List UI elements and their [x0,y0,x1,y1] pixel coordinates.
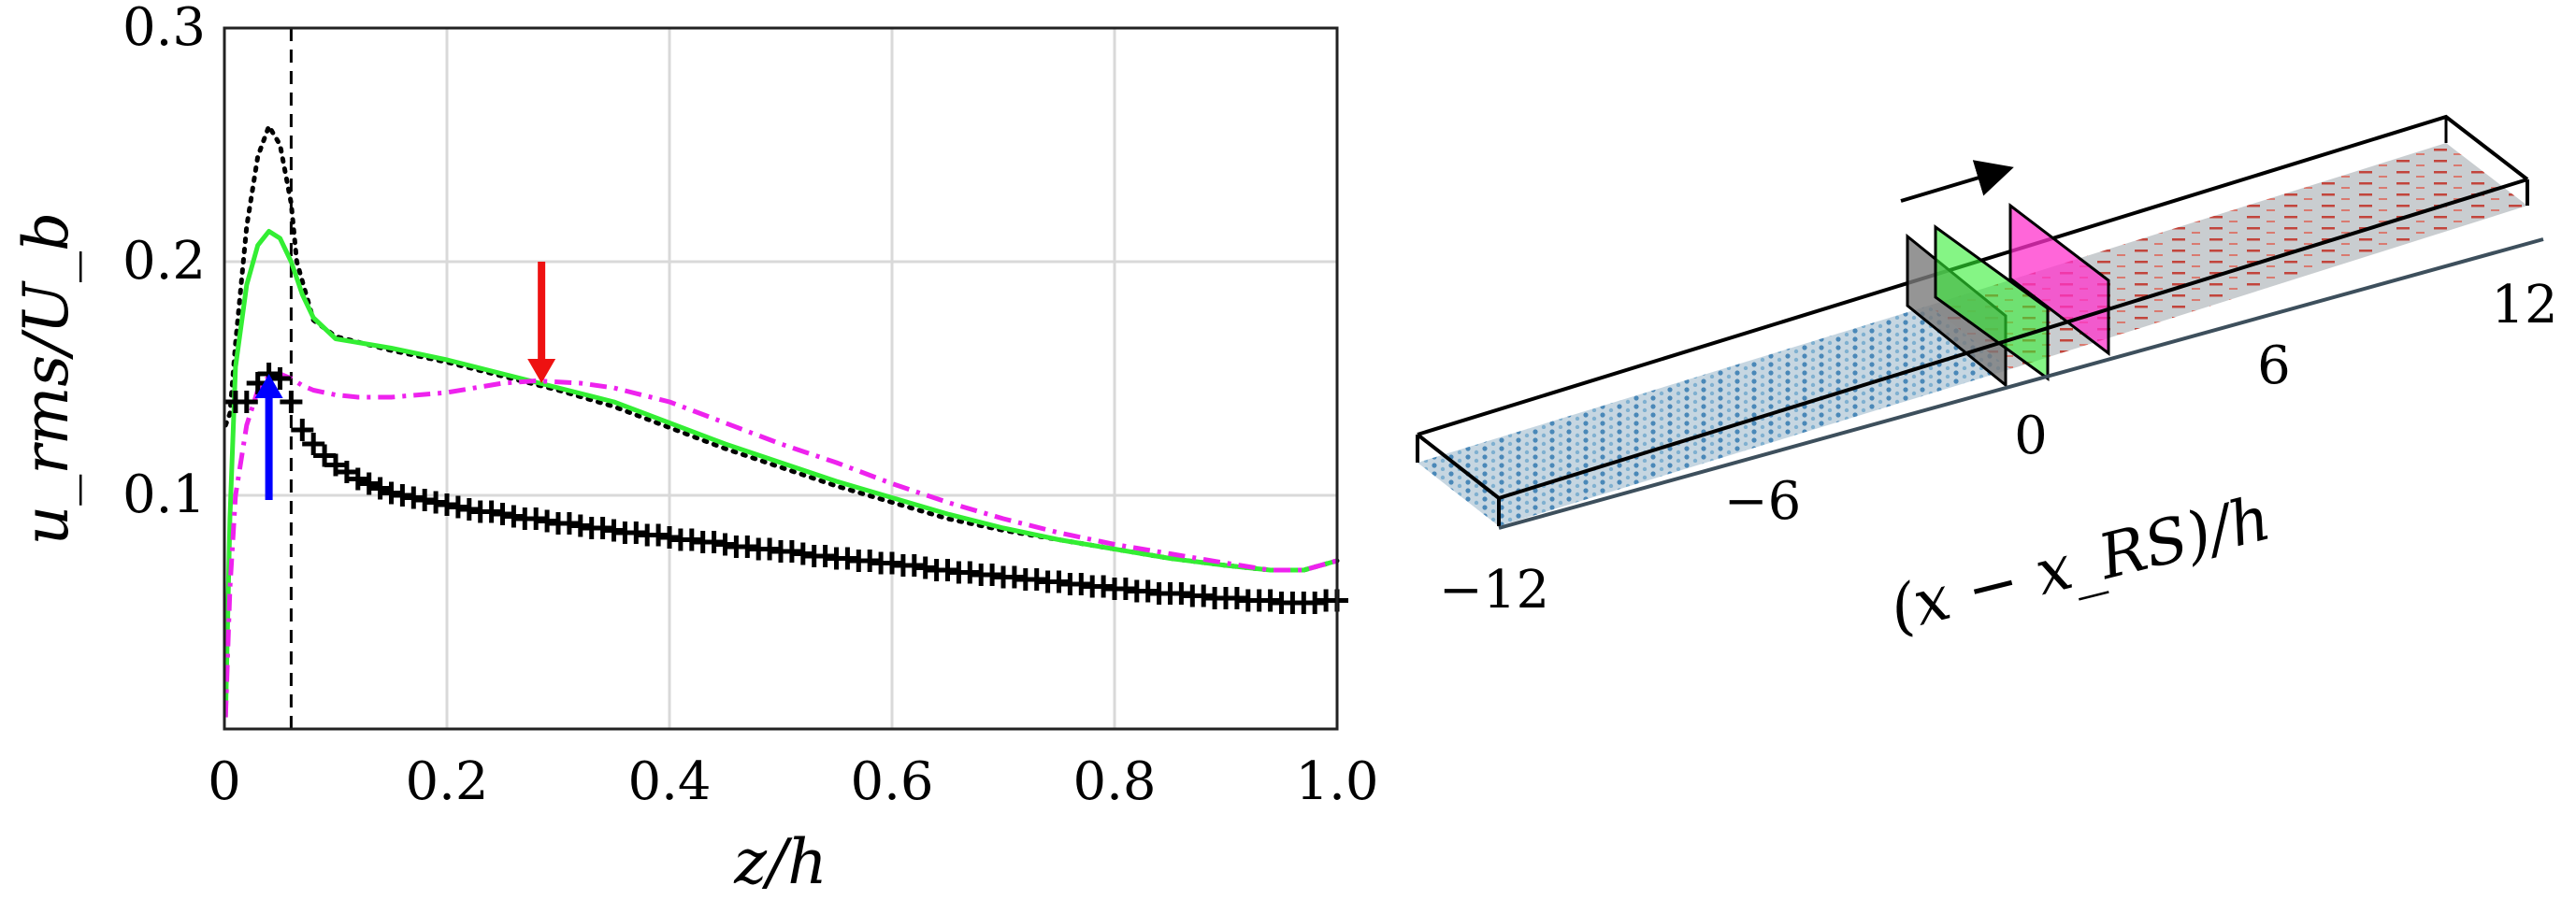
series-layer [223,123,1348,718]
y-tick-label: 0.1 [122,464,206,525]
diagram-tick-neg12: −12 [1439,560,1549,621]
y-axis-label: u_rms/U_b [10,212,82,546]
series-line-3 [223,371,1338,718]
plus-marker [346,467,369,491]
y-tick-label: 0.3 [122,0,206,58]
channel-schematic: −12 −6 0 6 12 (x − x_RS)/h [1416,114,2558,646]
diagram-tick-0: 0 [2014,406,2048,466]
diagram-x-axis [1498,237,2544,530]
plus-marker [235,391,258,413]
diagram-tick-6: 6 [2257,336,2291,396]
plus-marker [268,367,292,390]
plus-marker [302,433,325,455]
diagram-axis-label: (x − x_RS)/h [1882,482,2277,646]
x-tick-label: 0.2 [405,751,488,812]
plus-marker [368,477,392,500]
blue-arrow-head [254,374,283,398]
plot-frame [223,26,1339,731]
plus-marker [280,391,303,413]
box-front-top-edge [1416,433,1501,500]
green-plane [1934,224,2050,381]
grid-lines [224,28,1337,729]
y-tick-label: 0.2 [122,231,206,292]
upstream-roughness-surface [1418,306,2010,526]
x-tick-label: 1.0 [1295,751,1378,812]
flow-arrow [1900,160,2014,203]
diagram-tick-neg6: −6 [1724,471,1802,532]
tick-labels: 0 0.2 0.4 0.6 0.8 1.0 0.1 0.2 0.3 [122,0,1379,812]
urms-profile-chart: 0 0.2 0.4 0.6 0.8 1.0 0.1 0.2 0.3 z/h u_rms/U_b [10,0,1379,898]
plus-marker [357,472,381,495]
plus-marker [291,419,314,441]
diagram-tick-12: 12 [2491,275,2557,336]
box-top-diagonal [1498,178,2528,500]
x-tick-label: 0.8 [1072,751,1156,812]
x-axis-label: z/h [733,826,827,898]
red-arrow-head [527,359,556,383]
annotation-layer [254,262,556,500]
x-tick-label: 0.6 [850,751,933,812]
x-tick-label: 0.4 [627,751,711,812]
x-tick-label: 0 [208,751,241,812]
series-line-2 [223,229,1338,718]
